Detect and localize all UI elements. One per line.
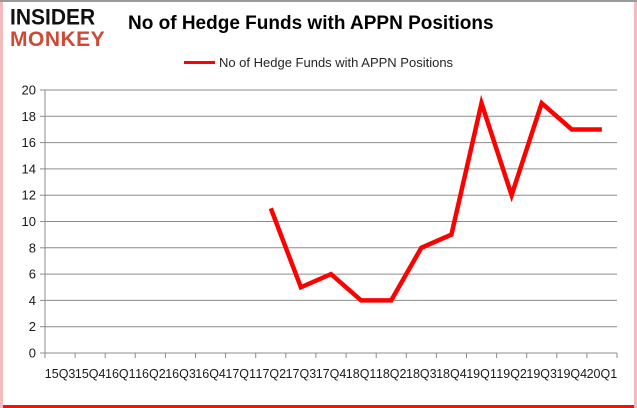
page-title: No of Hedge Funds with APPN Positions: [128, 13, 494, 34]
x-tick-label: 15Q3: [45, 367, 76, 381]
x-tick-label: 19Q3: [526, 367, 557, 381]
x-tick-label: 17Q2: [256, 367, 287, 381]
legend-line-swatch: [183, 61, 215, 64]
y-tick-label: 10: [22, 214, 36, 229]
x-tick-label: 15Q4: [75, 367, 106, 381]
y-tick-label: 12: [22, 188, 36, 203]
x-tick-label: 20Q1: [587, 367, 618, 381]
y-tick-label: 0: [29, 346, 36, 361]
x-tick-label: 18Q4: [436, 367, 467, 381]
insider-monkey-logo: INSIDER MONKEY: [10, 5, 106, 51]
y-tick-label: 2: [29, 319, 36, 334]
y-tick-label: 8: [29, 240, 36, 255]
y-tick-label: 16: [22, 135, 36, 150]
legend-label: No of Hedge Funds with APPN Positions: [218, 55, 454, 70]
y-tick-label: 4: [29, 293, 36, 308]
y-tick-label: 6: [29, 267, 36, 282]
x-tick-label: 17Q4: [316, 367, 347, 381]
x-tick-label: 16Q4: [195, 367, 226, 381]
y-tick-label: 18: [22, 109, 36, 124]
x-tick-label: 19Q1: [466, 367, 497, 381]
x-tick-label: 16Q1: [105, 367, 136, 381]
x-tick-label: 16Q2: [135, 367, 166, 381]
x-tick-label: 17Q3: [286, 367, 317, 381]
x-tick-label: 19Q2: [496, 367, 527, 381]
series-line: [268, 94, 602, 303]
y-tick-label: 14: [22, 161, 36, 176]
x-tick-label: 16Q3: [165, 367, 196, 381]
x-tick-label: 18Q2: [376, 367, 407, 381]
y-tick-label: 20: [22, 83, 36, 98]
x-tick-label: 17Q1: [225, 367, 256, 381]
chart-legend: No of Hedge Funds with APPN Positions: [0, 55, 637, 70]
x-tick-label: 18Q3: [406, 367, 437, 381]
x-tick-label: 18Q1: [346, 367, 377, 381]
x-tick-label: 19Q4: [557, 367, 588, 381]
logo-text-insider: INSIDER: [10, 5, 96, 30]
logo-text-monkey: MONKEY: [10, 28, 106, 51]
line-chart: 0 2 4 6 8 10 12 14 16 18 20 15Q3 15Q4 16Q1 16Q2 16Q3 16Q…: [22, 83, 618, 381]
